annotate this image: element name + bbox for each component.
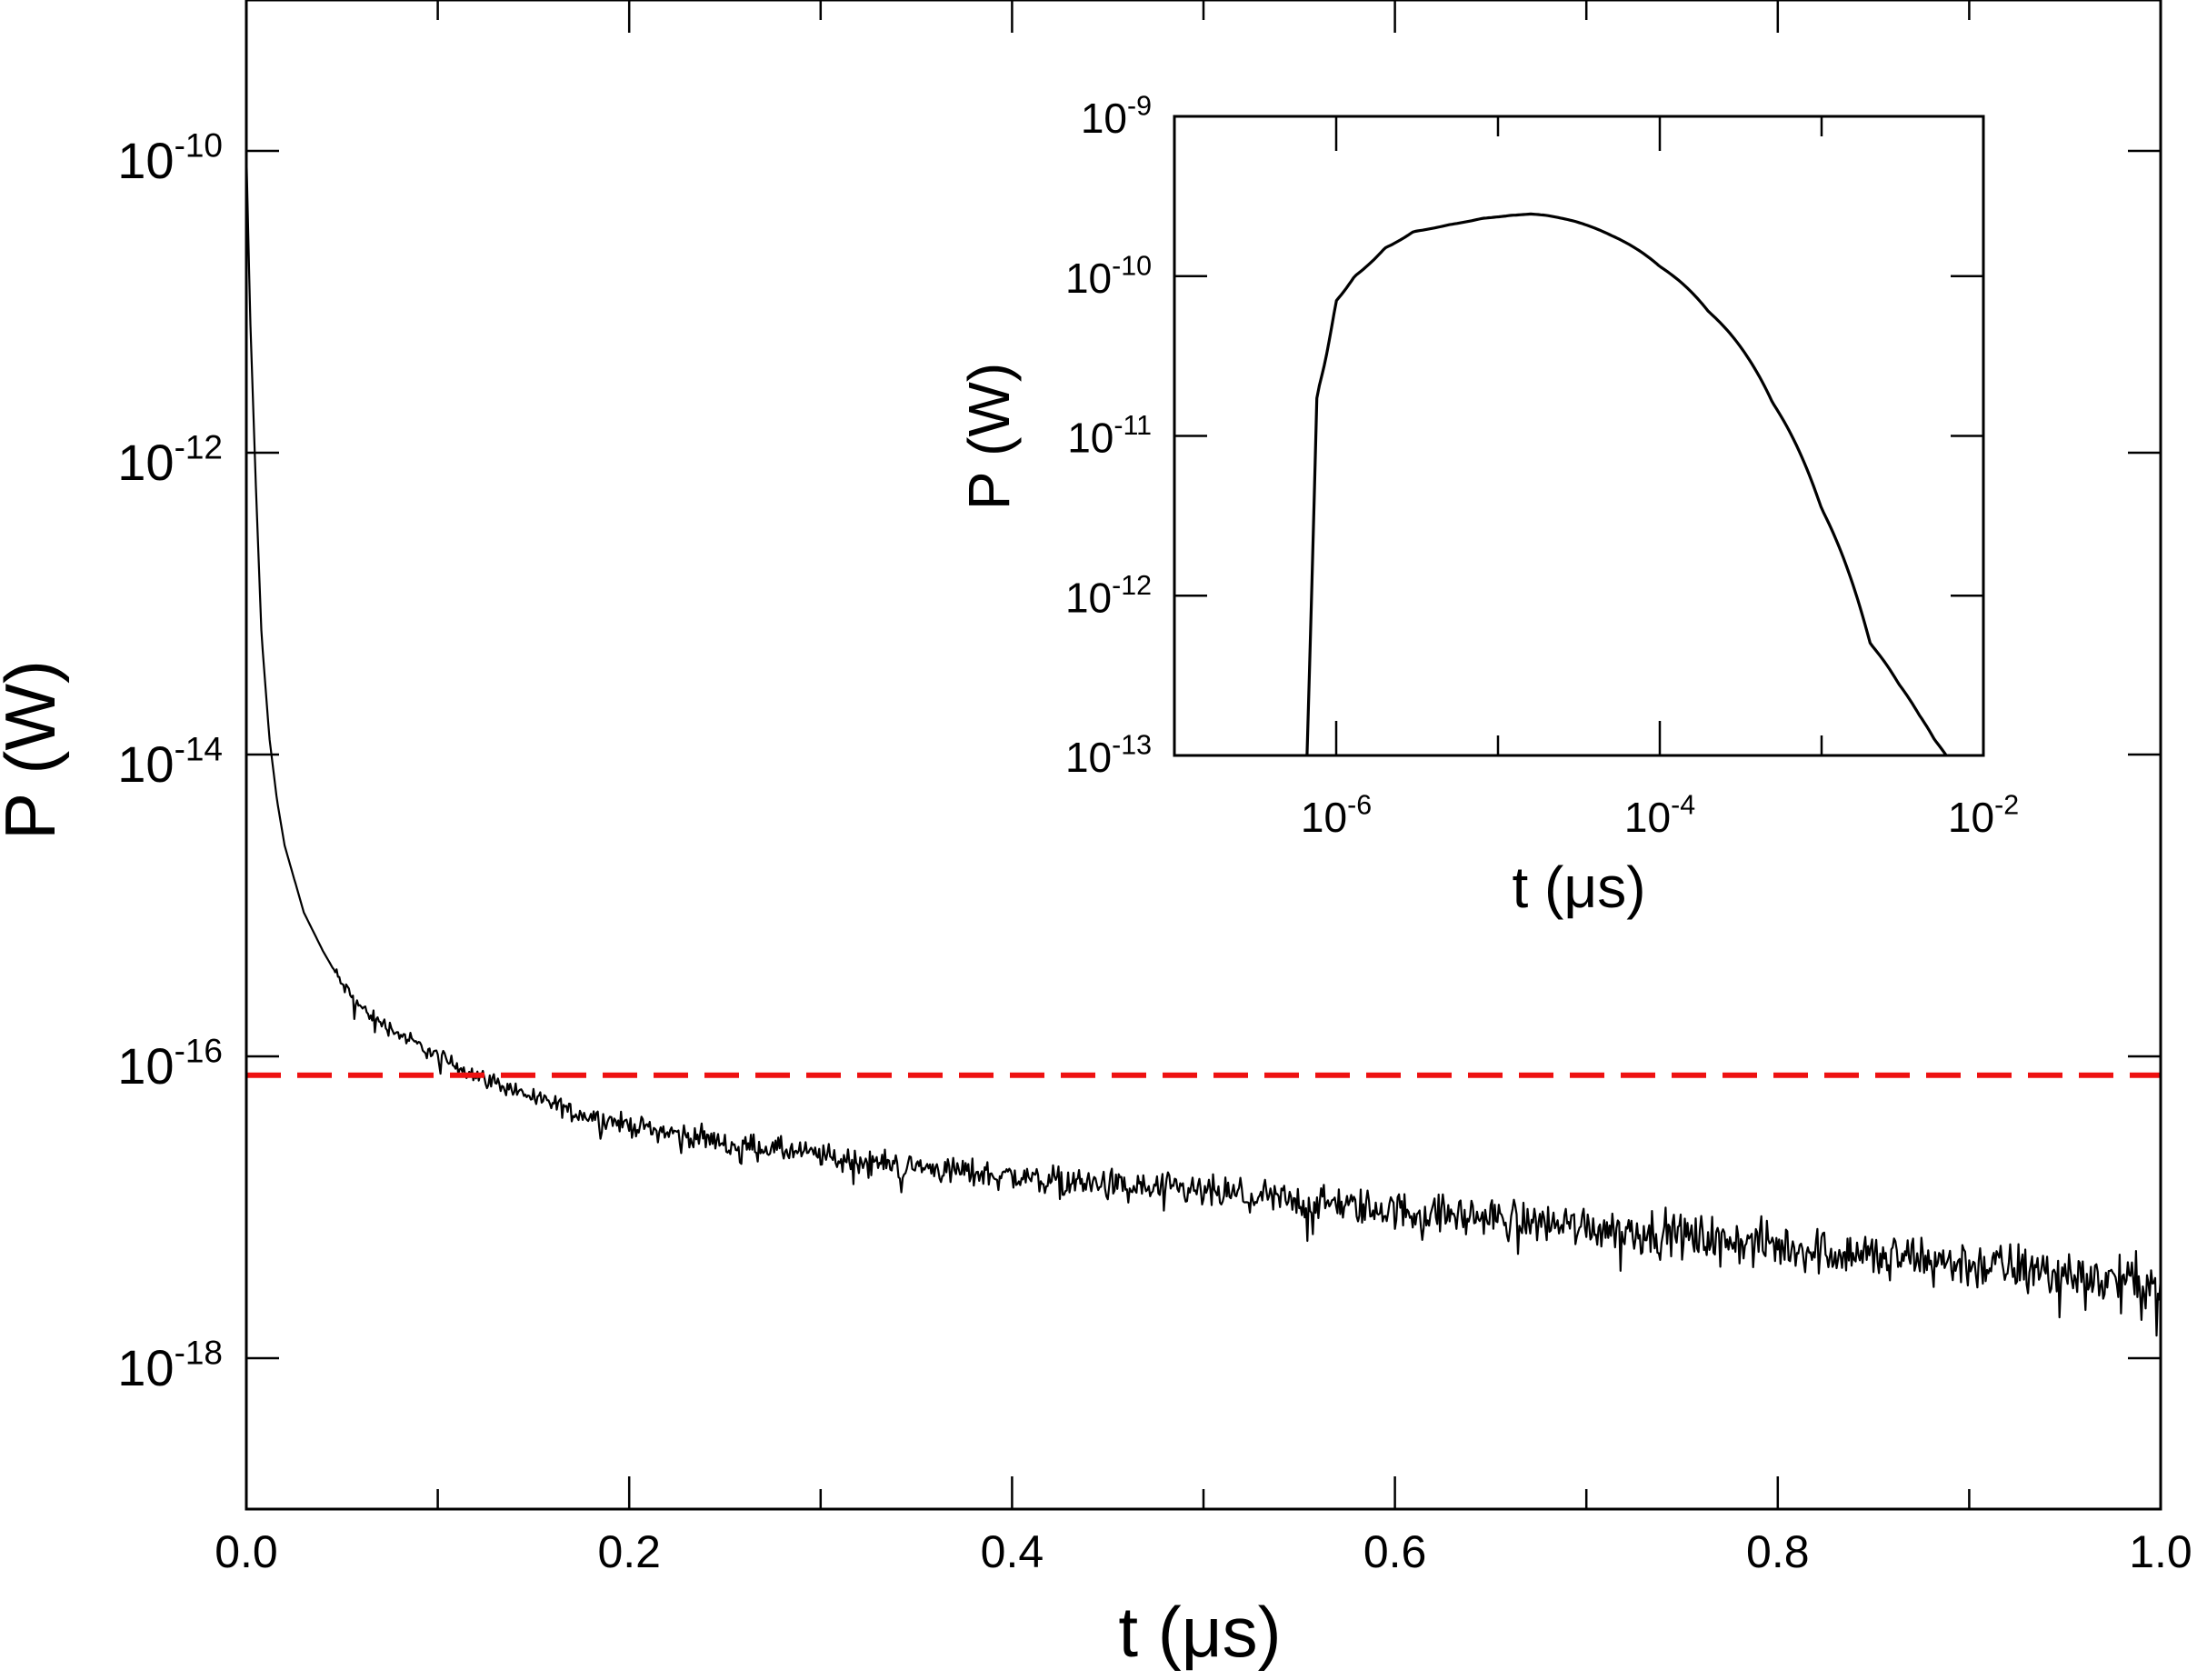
x-tick-label: 1.0	[2129, 1526, 2192, 1577]
x-tick-label: 0.8	[1746, 1526, 1810, 1577]
x-tick-label: 0.4	[981, 1526, 1044, 1577]
main-series-line	[245, 150, 2162, 1337]
inset-y-tick-label: 10-9	[1081, 92, 1152, 142]
main-x-axis-label: t (μs)	[1118, 1592, 1281, 1672]
inset-plot-frame	[1173, 115, 1985, 757]
main-plot-frame	[245, 0, 2162, 1511]
y-tick-label: 10-12	[117, 428, 223, 491]
y-tick-label: 10-18	[117, 1334, 223, 1396]
main-series-group	[245, 150, 2162, 1337]
y-tick-label: 10-16	[117, 1032, 223, 1095]
inset-y-tick-label: 10-11	[1067, 411, 1152, 461]
x-tick-label: 0.6	[1363, 1526, 1427, 1577]
y-tick-label: 10-10	[117, 126, 223, 189]
main-y-axis-label: P (W)	[0, 660, 70, 840]
y-tick-label: 10-14	[117, 730, 223, 793]
inset-x-tick-label: 10-2	[1948, 791, 2019, 841]
inset-y-tick-label: 10-12	[1065, 571, 1152, 621]
inset-y-tick-label: 10-13	[1065, 731, 1152, 781]
inset-y-tick-label: 10-10	[1065, 251, 1152, 301]
x-tick-label: 0.2	[597, 1526, 661, 1577]
inset-series-group	[1305, 212, 1948, 756]
inset-plot: 10-6 10-4 10-2 10-9 10-10 10-11 10-12 10-13 t (…	[956, 92, 2019, 920]
inset-x-axis-label: t (μs)	[1512, 855, 1645, 920]
inset-x-tick-label: 10-4	[1624, 791, 1695, 841]
x-tick-label: 0.0	[215, 1526, 278, 1577]
inset-series-line	[1305, 212, 1948, 756]
inset-x-tick-label: 10-6	[1301, 791, 1372, 841]
inset-y-axis-label: P (W)	[956, 363, 1022, 510]
inset-background	[1174, 116, 1983, 755]
